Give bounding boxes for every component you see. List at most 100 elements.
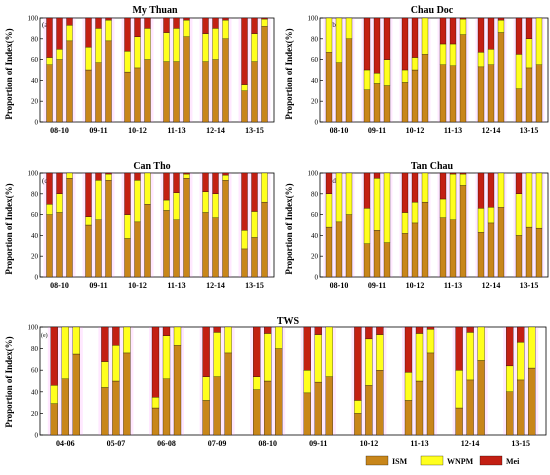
bar-segment-ism xyxy=(354,413,362,436)
bar-segment-wnpm xyxy=(345,17,353,39)
bar-segment-wnpm xyxy=(134,36,141,69)
bar-segment-mei xyxy=(363,17,371,71)
bar-segment-mei xyxy=(56,172,63,194)
bar-segment-wnpm xyxy=(487,207,495,224)
y-tick-label: 80 xyxy=(31,35,39,43)
plot-area: 0 20 40 60 80 100 04-06 05-07 06-08 07-09 08-10 09-… xyxy=(28,324,547,448)
bar-segment-ism xyxy=(383,85,391,123)
chart-panel-tan-chau: Tan Chau Proportion of Index(%) (d) 0 20 4… xyxy=(284,161,549,290)
bar-segment-ism xyxy=(525,226,533,278)
bar-segment-ism xyxy=(261,201,268,278)
bar-segment-wnpm xyxy=(497,19,505,33)
bar-segment-wnpm xyxy=(241,84,248,91)
bar-segment-wnpm xyxy=(183,19,190,37)
x-tick-label: 11-13 xyxy=(444,281,462,290)
bar-segment-wnpm xyxy=(253,376,261,390)
bar-segment-wnpm xyxy=(477,52,485,68)
y-tick-label: 0 xyxy=(315,274,319,282)
x-tick-label: 11-13 xyxy=(167,281,185,290)
bar-segment-mei xyxy=(459,17,467,20)
bar-segment-ism xyxy=(46,214,53,278)
bar-segment-wnpm xyxy=(202,376,210,401)
bar-segment-mei xyxy=(303,326,311,371)
panel-tag: (b) xyxy=(330,21,339,29)
bar-segment-wnpm xyxy=(373,178,381,231)
bar-segment-ism xyxy=(56,212,63,278)
bar-segment-ism xyxy=(134,67,141,123)
bar-segment-wnpm xyxy=(50,385,58,404)
bar-segment-wnpm xyxy=(455,370,463,409)
bar-segment-ism xyxy=(151,407,160,436)
bar-segment-ism xyxy=(373,83,381,123)
bar-segment-wnpm xyxy=(303,370,311,394)
bar-segment-wnpm xyxy=(325,193,333,228)
bar-segment-mei xyxy=(363,172,371,209)
bar-segment-wnpm xyxy=(202,33,209,62)
bar-segment-ism xyxy=(449,65,457,123)
bar-segment-ism xyxy=(61,378,69,436)
bar-segment-mei xyxy=(439,17,447,45)
bar-segment-ism xyxy=(50,403,58,436)
bar-segment-mei xyxy=(124,17,131,52)
panel-title: Tan Chau xyxy=(411,161,454,172)
bar-segment-ism xyxy=(415,380,424,436)
bar-segment-mei xyxy=(449,17,457,45)
panel-tag: (e) xyxy=(41,332,48,339)
bar-segment-wnpm xyxy=(173,192,180,220)
bar-segment-mei xyxy=(85,17,92,48)
bar-segment-wnpm xyxy=(383,59,391,86)
x-tick-label: 08-10 xyxy=(50,281,69,290)
bar-segment-ism xyxy=(212,217,219,278)
bar-segment-wnpm xyxy=(477,326,485,361)
x-tick-label: 09-11 xyxy=(89,281,107,290)
x-tick-label: 12-14 xyxy=(482,281,501,290)
bar-segment-wnpm xyxy=(365,338,373,386)
bar-segment-mei xyxy=(373,172,381,179)
bar-segment-mei xyxy=(134,17,141,37)
bar-segment-wnpm xyxy=(72,326,80,355)
bar-segment-mei xyxy=(401,17,409,71)
bar-segment-ism xyxy=(124,71,131,123)
bar-segment-ism xyxy=(439,64,447,123)
bar-segment-ism xyxy=(56,59,63,123)
bar-segment-wnpm xyxy=(354,400,362,414)
bar-segment-mei xyxy=(477,17,485,53)
chart-panel-chau-doc: Chau Doc Proportion of Index(%) (b) 0 20 4… xyxy=(284,5,549,135)
bar-segment-wnpm xyxy=(101,361,109,388)
bar-segment-wnpm xyxy=(261,18,268,27)
bar-segment-mei xyxy=(415,326,424,334)
bar-segment-ism xyxy=(487,64,495,123)
y-tick-label: 100 xyxy=(308,15,319,23)
x-tick-label: 09-11 xyxy=(368,126,386,135)
y-tick-label: 20 xyxy=(311,98,319,106)
bar-segment-ism xyxy=(251,237,258,278)
bar-segment-mei xyxy=(212,17,219,29)
bar-segment-ism xyxy=(335,62,343,123)
bar-segment-ism xyxy=(404,400,413,436)
bar-segment-ism xyxy=(376,370,384,436)
y-tick-label: 0 xyxy=(35,274,39,282)
bar-segment-ism xyxy=(124,238,131,278)
x-tick-label: 11-13 xyxy=(410,439,428,448)
bar-segment-wnpm xyxy=(46,57,53,65)
y-tick-label: 20 xyxy=(311,253,319,261)
bar-segment-wnpm xyxy=(173,326,182,346)
bar-segment-mei xyxy=(66,17,73,26)
y-axis-label: Proportion of Index(%) xyxy=(284,28,294,119)
legend-swatch-wnpm xyxy=(420,455,444,466)
bar-segment-wnpm xyxy=(85,216,92,226)
y-tick-label: 40 xyxy=(31,388,39,396)
bar-segment-wnpm xyxy=(487,49,495,65)
bar-segment-mei xyxy=(373,17,381,74)
bar-segment-wnpm xyxy=(383,172,391,243)
x-tick-label: 11-13 xyxy=(167,126,185,135)
bar-segment-mei xyxy=(426,326,435,330)
bar-segment-mei xyxy=(173,17,180,29)
axes-frame xyxy=(319,172,549,278)
panel-title: Can Tho xyxy=(133,161,170,172)
bar-segment-ism xyxy=(202,400,210,436)
bar-segment-ism xyxy=(163,210,170,278)
bar-segment-wnpm xyxy=(421,17,429,55)
bar-segment-mei xyxy=(105,172,112,175)
